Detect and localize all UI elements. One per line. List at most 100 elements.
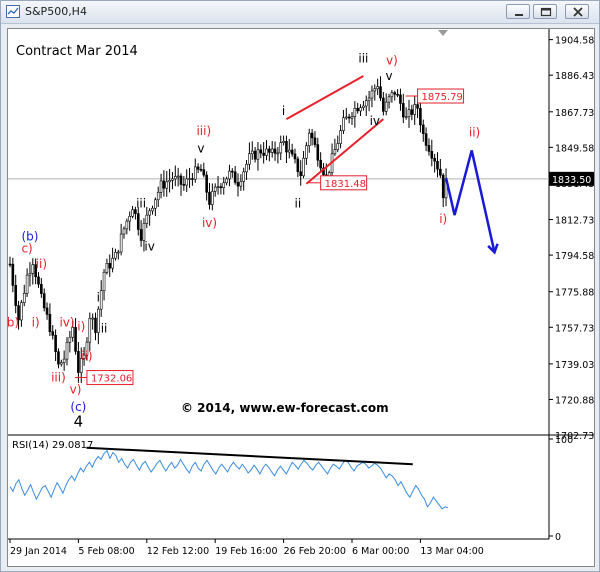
candle-body bbox=[97, 308, 100, 333]
restore-button[interactable] bbox=[533, 4, 557, 19]
rsi-tick-label: 100 bbox=[555, 435, 573, 446]
candle-body bbox=[168, 180, 171, 183]
candle-body bbox=[139, 229, 143, 241]
candle-body bbox=[222, 182, 226, 188]
candle-body bbox=[364, 100, 368, 107]
wave-label: iv) bbox=[59, 316, 74, 330]
close-button[interactable] bbox=[565, 4, 589, 19]
candle-body bbox=[439, 168, 442, 176]
candle-body bbox=[117, 251, 120, 254]
candle-body bbox=[51, 331, 55, 336]
candle-body bbox=[17, 305, 20, 321]
wave-label: ii) bbox=[469, 126, 480, 140]
candle-body bbox=[62, 358, 66, 363]
candle-body bbox=[268, 148, 271, 153]
candle-body bbox=[71, 327, 75, 338]
price-tick-label: 1904.58 bbox=[555, 36, 594, 47]
candle-body bbox=[88, 318, 92, 343]
chart-area[interactable]: Contract Mar 2014 © 2014, www.ew-forecas… bbox=[7, 28, 595, 567]
close-icon bbox=[573, 7, 583, 17]
candle-body bbox=[239, 181, 243, 187]
candle-body bbox=[202, 169, 206, 176]
candle-body bbox=[262, 152, 265, 156]
time-tick-label: 29 Jan 2014 bbox=[10, 546, 67, 557]
rsi-axis: 0 100 bbox=[549, 435, 573, 543]
chart-shift-marker-icon[interactable] bbox=[438, 30, 448, 36]
candle-body bbox=[20, 302, 23, 321]
candle-body bbox=[285, 141, 288, 153]
candle-body bbox=[350, 116, 354, 119]
candle-body bbox=[188, 178, 191, 180]
chart-canvas[interactable]: Contract Mar 2014 © 2014, www.ew-forecas… bbox=[7, 29, 594, 566]
candle-body bbox=[134, 209, 137, 214]
time-tick-label: 5 Feb 08:00 bbox=[78, 546, 134, 557]
candle-body bbox=[65, 341, 69, 360]
candle-body bbox=[242, 171, 245, 182]
candle-body bbox=[145, 214, 149, 224]
candle-body bbox=[131, 209, 134, 217]
wave-label: iii) bbox=[196, 124, 211, 138]
candle-body bbox=[250, 150, 254, 155]
candle-body bbox=[193, 166, 197, 180]
candle-body bbox=[57, 351, 60, 365]
candle-body bbox=[111, 257, 114, 269]
price-box bbox=[417, 88, 465, 104]
candle-body bbox=[233, 171, 237, 183]
candle-body bbox=[342, 117, 345, 131]
title-bar[interactable]: S&P500,H4 bbox=[1, 1, 599, 24]
candle-body bbox=[373, 88, 377, 92]
wave-label: iii bbox=[358, 51, 368, 65]
candle-body bbox=[68, 336, 72, 343]
candle-body bbox=[256, 149, 260, 160]
price-tick-label: 1757.73 bbox=[555, 323, 594, 334]
projection-path bbox=[444, 150, 496, 253]
candle-body bbox=[379, 86, 382, 99]
price-box bbox=[320, 175, 368, 191]
projection-arrowhead-icon bbox=[487, 243, 499, 255]
rsi-tick-label: 0 bbox=[555, 532, 561, 543]
candle-body bbox=[105, 263, 109, 273]
candle-body bbox=[48, 314, 52, 332]
candle-body bbox=[436, 160, 439, 170]
candle-body bbox=[236, 182, 240, 187]
candle-body bbox=[430, 151, 434, 159]
wave-label: 4 bbox=[74, 413, 84, 431]
candle-body bbox=[42, 293, 46, 309]
candle-body bbox=[319, 159, 322, 169]
price-boxes: 1875.79 1831.48 1732.06 bbox=[74, 88, 465, 386]
candle-body bbox=[302, 157, 305, 177]
candle-body bbox=[154, 199, 157, 209]
candle-body bbox=[259, 149, 263, 154]
candle-body bbox=[211, 191, 214, 205]
wave-label: iv bbox=[144, 239, 154, 253]
time-tick-label: 19 Feb 16:00 bbox=[215, 546, 277, 557]
time-tick-label: 26 Feb 20:00 bbox=[284, 546, 346, 557]
wave-label: i bbox=[97, 290, 100, 304]
candle-body bbox=[25, 274, 29, 294]
candle-body bbox=[344, 116, 348, 119]
candle-body bbox=[399, 94, 402, 104]
candle-body bbox=[416, 104, 419, 109]
candle-body bbox=[310, 132, 314, 139]
wave-label: ii bbox=[295, 196, 302, 210]
price-tick-label: 1812.73 bbox=[555, 216, 594, 227]
price-tick-label: 1794.58 bbox=[555, 251, 594, 262]
candle-body bbox=[34, 264, 37, 278]
candle-body bbox=[213, 186, 217, 192]
candle-body bbox=[11, 263, 15, 286]
candle-body bbox=[279, 142, 283, 154]
wave-label: v bbox=[385, 69, 392, 83]
candle-body bbox=[196, 166, 200, 170]
wave-label: b) bbox=[8, 316, 19, 330]
time-tick-label: 13 Mar 04:00 bbox=[420, 546, 483, 557]
wave-label: i) bbox=[77, 320, 85, 334]
candle-body bbox=[219, 186, 223, 188]
candle-body bbox=[404, 116, 408, 119]
wave-label: v bbox=[197, 141, 204, 155]
candle-body bbox=[176, 175, 180, 178]
candle-body bbox=[216, 186, 220, 188]
candle-body bbox=[419, 108, 422, 126]
candle-body bbox=[413, 104, 417, 115]
minimize-button[interactable] bbox=[506, 4, 530, 19]
candle-body bbox=[370, 90, 374, 99]
